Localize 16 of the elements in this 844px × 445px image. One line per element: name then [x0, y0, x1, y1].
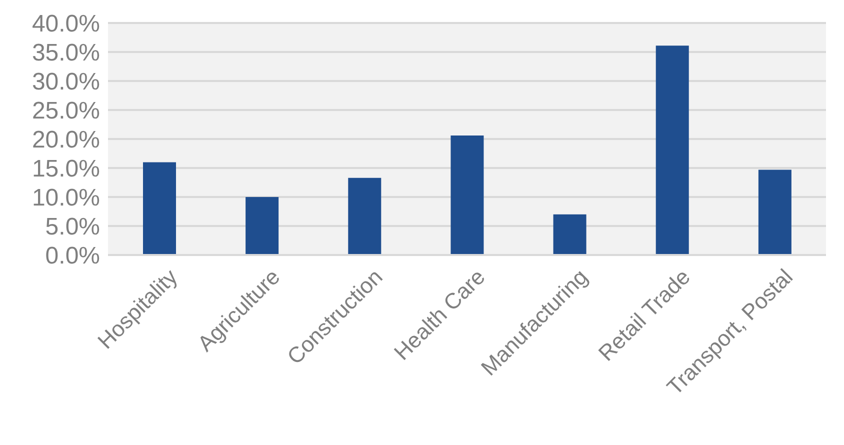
y-tick-label: 5.0% — [45, 214, 100, 241]
bar — [656, 46, 689, 255]
y-tick-label: 25.0% — [32, 98, 100, 125]
bar — [758, 170, 792, 255]
bar — [143, 162, 176, 255]
y-tick-label: 40.0% — [32, 10, 100, 38]
y-tick-label: 0.0% — [45, 242, 100, 270]
y-tick-label: 20.0% — [32, 126, 100, 154]
y-tick-label: 10.0% — [32, 184, 100, 212]
bar — [553, 214, 586, 255]
bar — [348, 178, 382, 255]
y-tick-label: 30.0% — [32, 68, 100, 96]
bar — [246, 197, 279, 255]
bar — [450, 136, 484, 255]
y-tick-label: 35.0% — [32, 40, 100, 67]
y-tick-label: 15.0% — [32, 156, 100, 183]
